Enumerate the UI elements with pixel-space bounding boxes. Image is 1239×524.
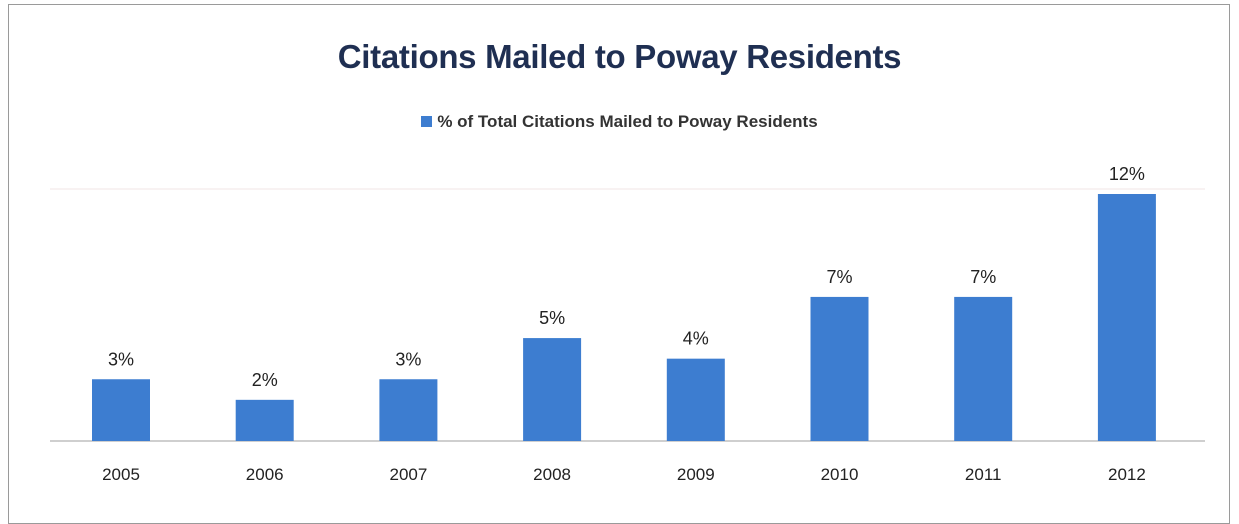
x-tick-label-2007: 2007	[389, 465, 427, 484]
chart-frame	[8, 4, 1230, 524]
legend-swatch	[421, 116, 433, 127]
data-label-2007: 3%	[395, 349, 421, 369]
x-tick-label-2006: 2006	[246, 465, 284, 484]
legend-label: % of Total Citations Mailed to Poway Res…	[437, 112, 818, 131]
data-label-2012: 12%	[1109, 164, 1145, 184]
chart-legend: % of Total Citations Mailed to Poway Res…	[0, 112, 1239, 132]
x-tick-label-2009: 2009	[677, 465, 715, 484]
bar-2010	[810, 296, 869, 441]
data-label-2005: 3%	[108, 349, 134, 369]
data-label-2006: 2%	[252, 370, 278, 390]
x-tick-label-2008: 2008	[533, 465, 571, 484]
bar-2005	[92, 379, 150, 441]
bar-2006	[235, 399, 294, 441]
data-label-2008: 5%	[539, 308, 565, 328]
x-tick-label-2011: 2011	[965, 465, 1002, 484]
bars-group	[92, 194, 1156, 441]
bar-chart-plot: 3%2%3%5%4%7% 7%12% 2005 2006 2007 2008 2009 20…	[50, 164, 1205, 484]
x-tick-label-2012: 2012	[1108, 465, 1146, 484]
bar-2011	[954, 296, 1013, 441]
bar-2012	[1097, 194, 1156, 441]
bar-2009	[666, 358, 725, 441]
chart-title: Citations Mailed to Poway Residents	[337, 38, 902, 75]
data-label-2010: 7%	[826, 267, 852, 287]
bar-2007	[379, 379, 438, 441]
x-tick-label-2010: 2010	[821, 465, 859, 484]
x-tick-labels-group: 2005 2006 2007 2008 2009 2010 2011 2012	[102, 465, 1146, 484]
bar-2008	[523, 338, 582, 441]
data-label-2011: 7%	[970, 267, 996, 287]
data-label-2009: 4%	[683, 329, 709, 349]
x-tick-label-2005: 2005	[102, 465, 140, 484]
bar-labels-group: 3% 2% 3% 5% 4% 7% 7% 12%	[108, 164, 1145, 390]
